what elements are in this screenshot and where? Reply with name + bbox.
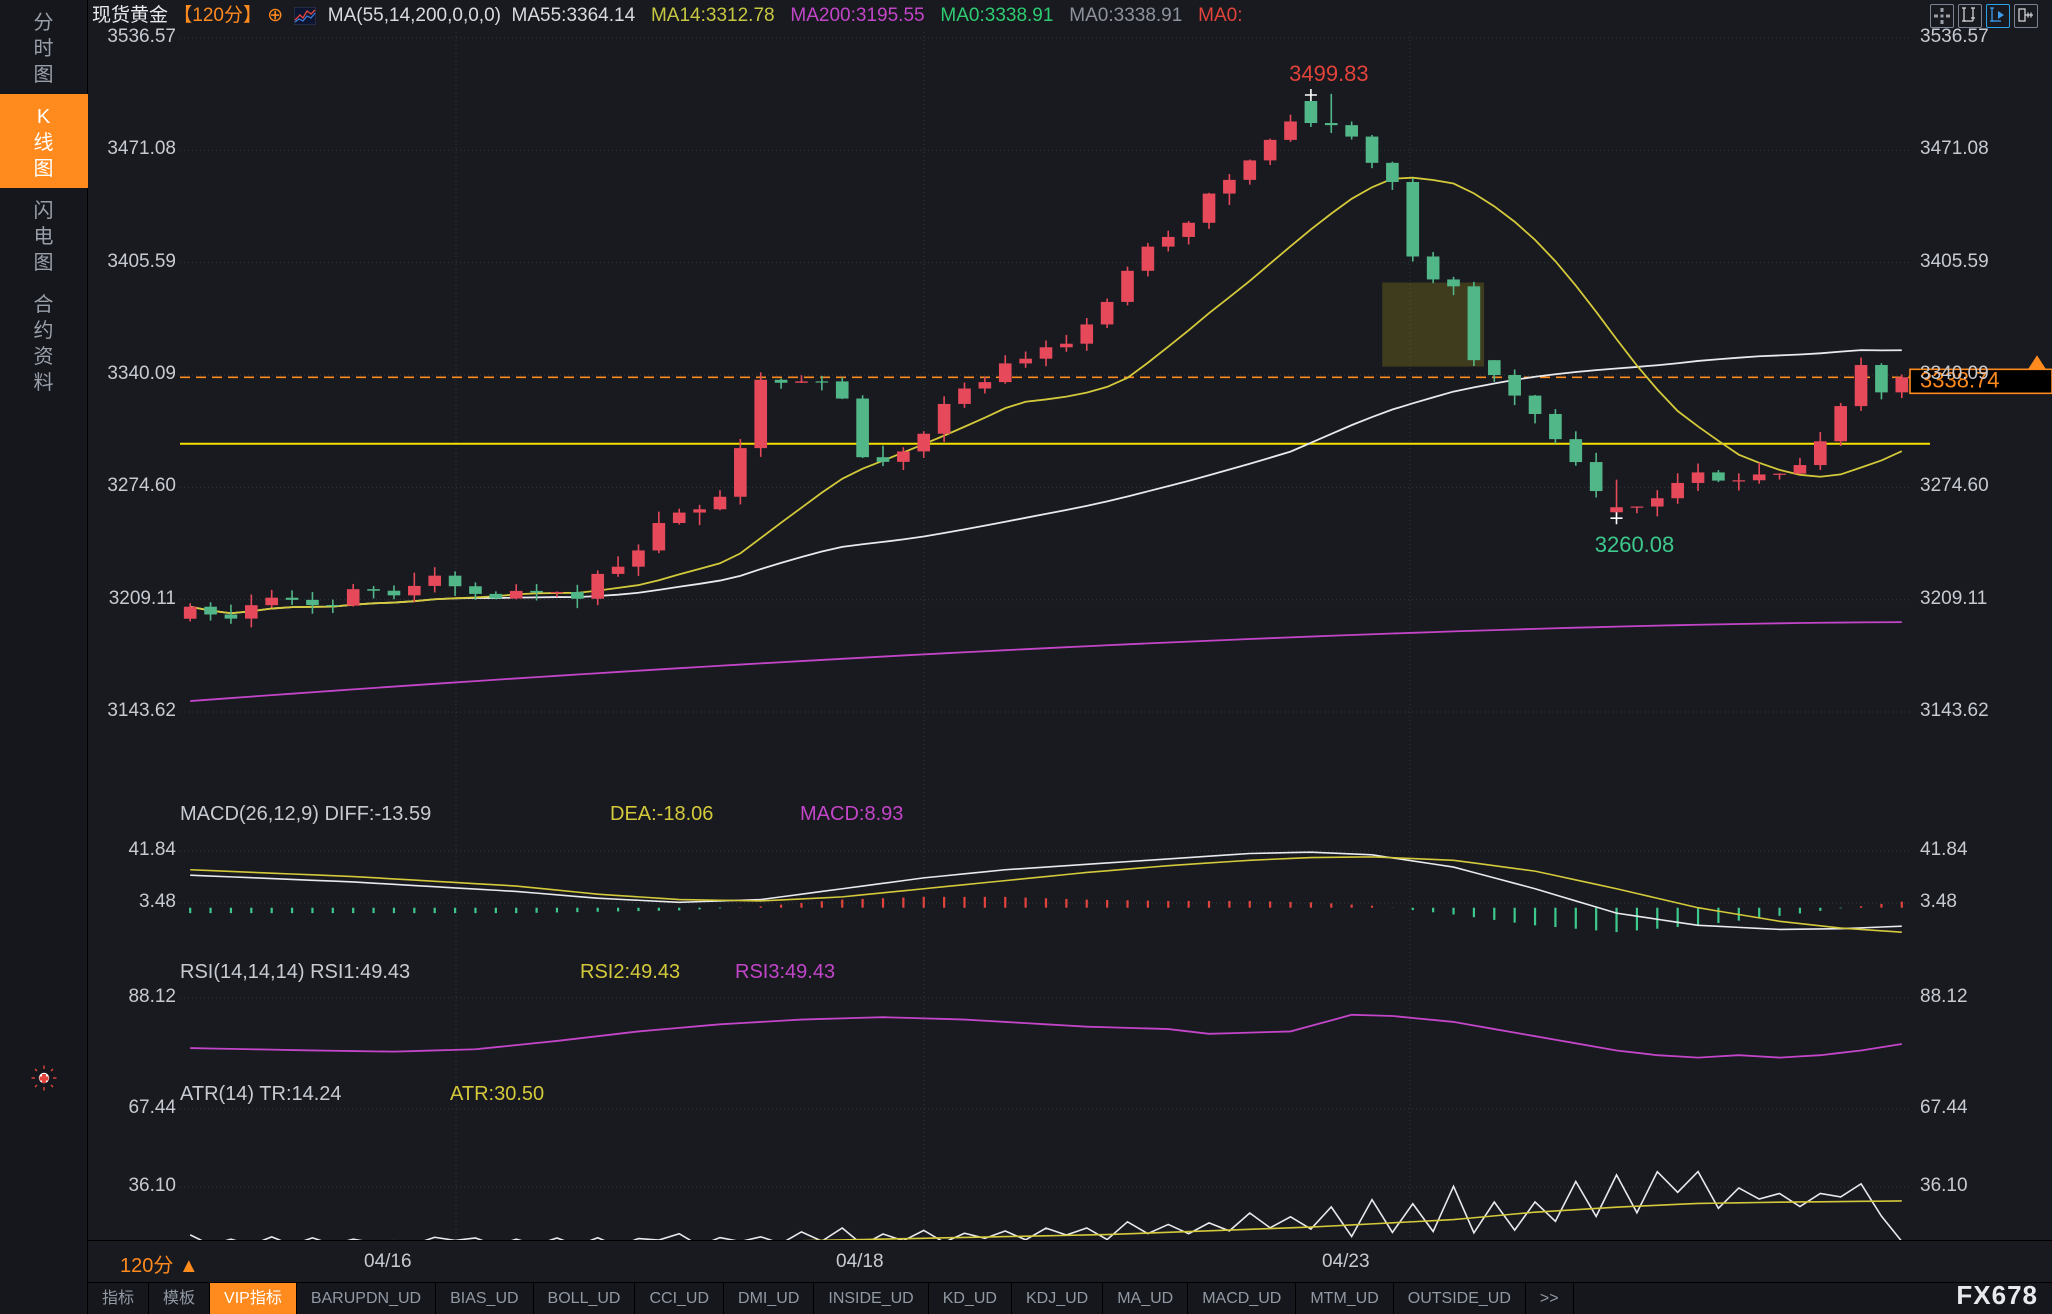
svg-text:ATR(14) TR:14.24: ATR(14) TR:14.24 [180, 1083, 342, 1105]
svg-text:RSI3:49.43: RSI3:49.43 [735, 961, 835, 983]
svg-text:3499.83: 3499.83 [1289, 61, 1369, 86]
svg-text:RSI2:49.43: RSI2:49.43 [580, 961, 680, 983]
svg-text:3260.08: 3260.08 [1595, 532, 1675, 557]
svg-text:DEA:-18.06: DEA:-18.06 [610, 803, 713, 825]
svg-text:RSI(14,14,14) RSI1:49.43: RSI(14,14,14) RSI1:49.43 [180, 961, 410, 983]
svg-text:MACD(26,12,9) DIFF:-13.59: MACD(26,12,9) DIFF:-13.59 [180, 803, 431, 825]
svg-text:ATR:30.50: ATR:30.50 [450, 1083, 544, 1105]
svg-text:MACD:8.93: MACD:8.93 [800, 803, 903, 825]
